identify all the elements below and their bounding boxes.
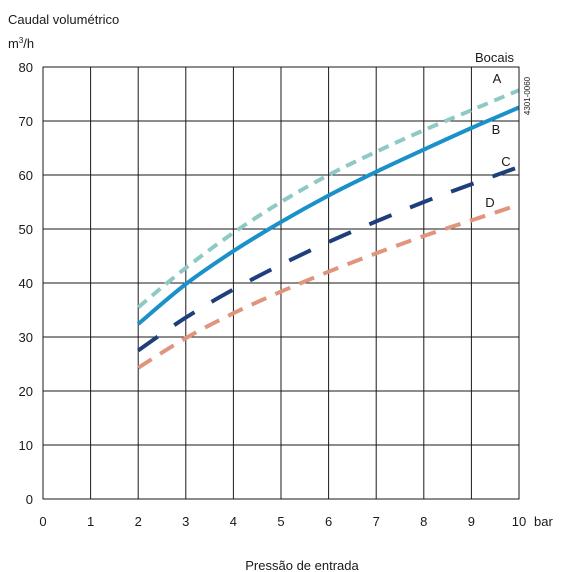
x-tick-label: 8 xyxy=(420,514,427,529)
x-tick-label: 5 xyxy=(277,514,284,529)
x-axis-unit: bar xyxy=(534,514,553,529)
series-line-b xyxy=(136,105,520,326)
y-tick-label: 10 xyxy=(19,438,33,453)
grid xyxy=(42,66,520,500)
y-tick-label: 80 xyxy=(19,60,33,75)
y-tick-label: 20 xyxy=(19,384,33,399)
y-tick-label: 60 xyxy=(19,168,33,183)
figure-code: 4301-0060 xyxy=(523,76,532,115)
x-tick-label: 3 xyxy=(182,514,189,529)
x-tick-label: 2 xyxy=(135,514,142,529)
series-label-a: A xyxy=(493,71,502,86)
y-axis-unit-sup: 3 xyxy=(19,36,24,45)
y-tick-label: 30 xyxy=(19,330,33,345)
x-tick-label: 1 xyxy=(87,514,94,529)
x-tick-label: 10 xyxy=(512,514,526,529)
series-lines xyxy=(136,88,520,370)
tick-labels: 0 1 2 3 4 5 6 7 8 9 10 0 10 20 30 40 50 60 70 80 xyxy=(19,60,527,529)
y-tick-label: 40 xyxy=(19,276,33,291)
y-tick-label: 70 xyxy=(19,114,33,129)
x-tick-label: 6 xyxy=(325,514,332,529)
legend-title: Bocais xyxy=(475,50,515,65)
x-tick-label: 7 xyxy=(373,514,380,529)
series-label-d: D xyxy=(485,195,494,210)
series-label-c: C xyxy=(501,154,510,169)
y-axis-unit-base: m xyxy=(8,36,19,51)
x-axis-title: Pressão de entrada xyxy=(245,558,359,572)
series-labels: A B C D xyxy=(485,71,510,210)
series-line-a xyxy=(136,88,520,309)
y-axis-unit: m3/h xyxy=(8,36,34,51)
x-tick-label: 9 xyxy=(468,514,475,529)
series-line-c xyxy=(137,165,520,353)
y-tick-label: 0 xyxy=(26,492,33,507)
y-axis-title: Caudal volumétrico xyxy=(8,12,119,27)
series-line-d xyxy=(137,202,520,370)
x-tick-label: 0 xyxy=(39,514,46,529)
plot-frame xyxy=(42,66,520,500)
y-axis-unit-tail: /h xyxy=(23,36,34,51)
series-label-b: B xyxy=(492,122,501,137)
x-tick-label: 4 xyxy=(230,514,237,529)
y-tick-label: 50 xyxy=(19,222,33,237)
